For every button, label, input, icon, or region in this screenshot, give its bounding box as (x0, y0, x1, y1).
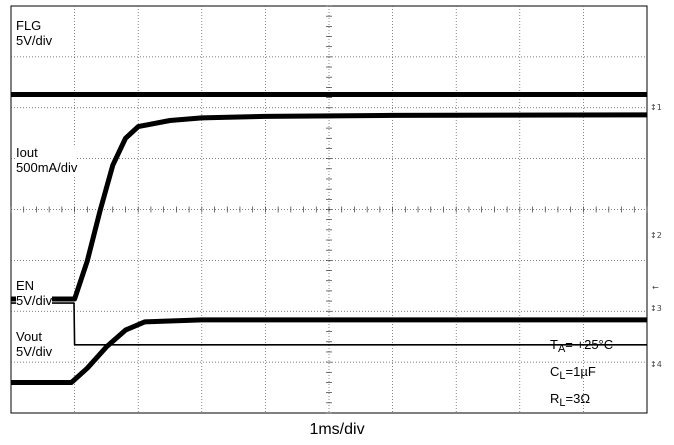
iout-name: Iout (16, 145, 38, 160)
vout-name: Vout (16, 329, 43, 344)
time-scale-label: 1ms/div (309, 421, 365, 438)
channel-4-marker: ↕4 (650, 360, 662, 369)
trigger-marker: ← (652, 283, 659, 292)
flg-name: FLG (16, 18, 42, 33)
ambient-temperature-note: TA= +25°C (550, 337, 614, 355)
vout-trace (11, 317, 647, 385)
en-channel-label: EN 5V/div (16, 278, 53, 308)
iout-scale: 500mA/div (16, 160, 78, 175)
channel-3-marker: ↕3 (650, 304, 662, 313)
iout-channel-label: Iout 500mA/div (16, 145, 78, 175)
en-name: EN (16, 278, 35, 293)
channel-2-marker: ↕2 (650, 231, 662, 240)
flg-scale: 5V/div (16, 33, 53, 48)
vout-channel-label: Vout 5V/div (16, 329, 52, 359)
vout-scale: 5V/div (16, 344, 53, 359)
flg-channel-label: FLG 5V/div (16, 18, 53, 48)
load-capacitance-note: CL=1µF (550, 364, 596, 382)
channel-1-marker: ↕1 (650, 103, 662, 112)
iout-trace (11, 112, 648, 302)
en-scale: 5V/div (16, 293, 53, 308)
load-resistance-note: RL=3Ω (550, 391, 591, 409)
